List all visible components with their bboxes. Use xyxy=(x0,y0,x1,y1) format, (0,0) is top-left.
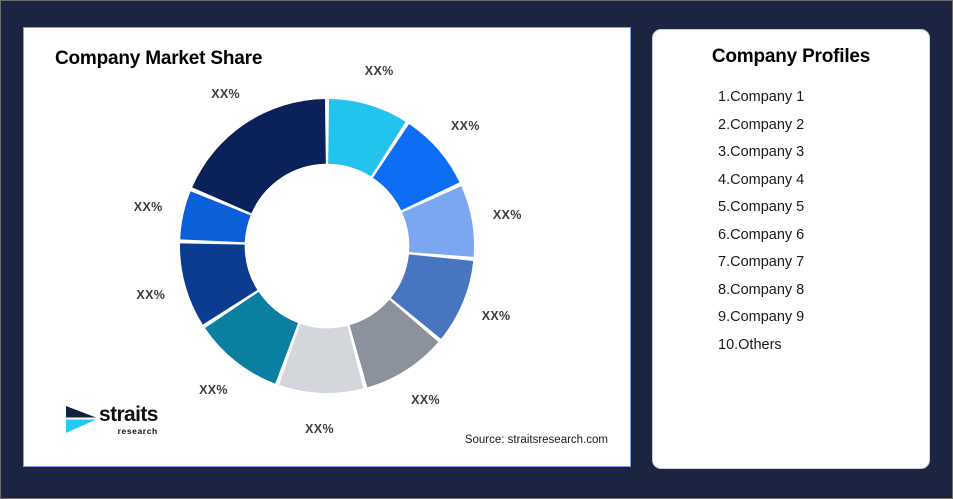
donut-slice[interactable] xyxy=(402,186,474,257)
donut-slice[interactable] xyxy=(372,124,460,211)
slice-percentage-label: XX% xyxy=(136,288,166,303)
list-item: 4.Company 4 xyxy=(718,171,805,188)
market-share-card: Company Market Share XX% XX% XX% XX% XX% XX% X… xyxy=(23,27,631,467)
profiles-title: Company Profiles xyxy=(711,46,871,67)
source-attribution: Source: straitsresearch.com xyxy=(464,434,608,446)
slice-percentage-label: XX% xyxy=(451,119,480,134)
logo-subtitle: research xyxy=(117,426,158,436)
donut-slice[interactable] xyxy=(205,291,299,384)
list-item: 2.Company 2 xyxy=(718,116,805,133)
slice-percentage-label: XX% xyxy=(133,200,163,215)
slice-percentage-label: XX% xyxy=(364,63,394,78)
company-profiles-panel: Company Profiles 1.Company 1 2.Company 2 3… xyxy=(652,29,930,469)
logo-text: straits research xyxy=(99,404,158,436)
arrow-mark-icon xyxy=(66,406,96,433)
slice-percentage-label: XX% xyxy=(305,421,334,436)
donut-slice[interactable] xyxy=(180,243,258,325)
donut-slice[interactable] xyxy=(328,99,406,177)
donut-slice[interactable] xyxy=(180,191,251,243)
donut-slice[interactable] xyxy=(390,254,474,339)
list-item: 7.Company 7 xyxy=(718,254,805,270)
list-item: 5.Company 5 xyxy=(718,199,805,215)
slice-percentage-label: XX% xyxy=(411,393,440,408)
donut-slice[interactable] xyxy=(349,299,439,388)
logo-name: straits xyxy=(99,403,158,426)
donut-chart: XX% XX% XX% XX% XX% XX% XX% XX% XX% XX% xyxy=(24,58,632,436)
straits-research-logo: straits research xyxy=(66,402,191,442)
donut-slice[interactable] xyxy=(279,323,364,393)
slice-percentage-label: XX% xyxy=(481,309,511,324)
list-item: 10.Others xyxy=(718,336,782,353)
page-title: Company Market Share xyxy=(55,48,263,69)
list-item: 3.Company 3 xyxy=(718,144,805,160)
list-item: 1.Company 1 xyxy=(718,89,805,105)
donut-slice[interactable] xyxy=(192,99,326,214)
slice-percentage-label: XX% xyxy=(492,207,522,222)
slice-percentage-label: XX% xyxy=(211,86,240,101)
slice-percentage-label: XX% xyxy=(199,382,228,397)
list-item: 6.Company 6 xyxy=(718,226,805,243)
donut-chart-svg xyxy=(180,99,474,393)
list-item: 8.Company 8 xyxy=(718,281,805,298)
list-item: 9.Company 9 xyxy=(718,309,805,325)
company-profiles-list: 1.Company 1 2.Company 2 3.Company 3 4.Compa… xyxy=(653,84,929,359)
